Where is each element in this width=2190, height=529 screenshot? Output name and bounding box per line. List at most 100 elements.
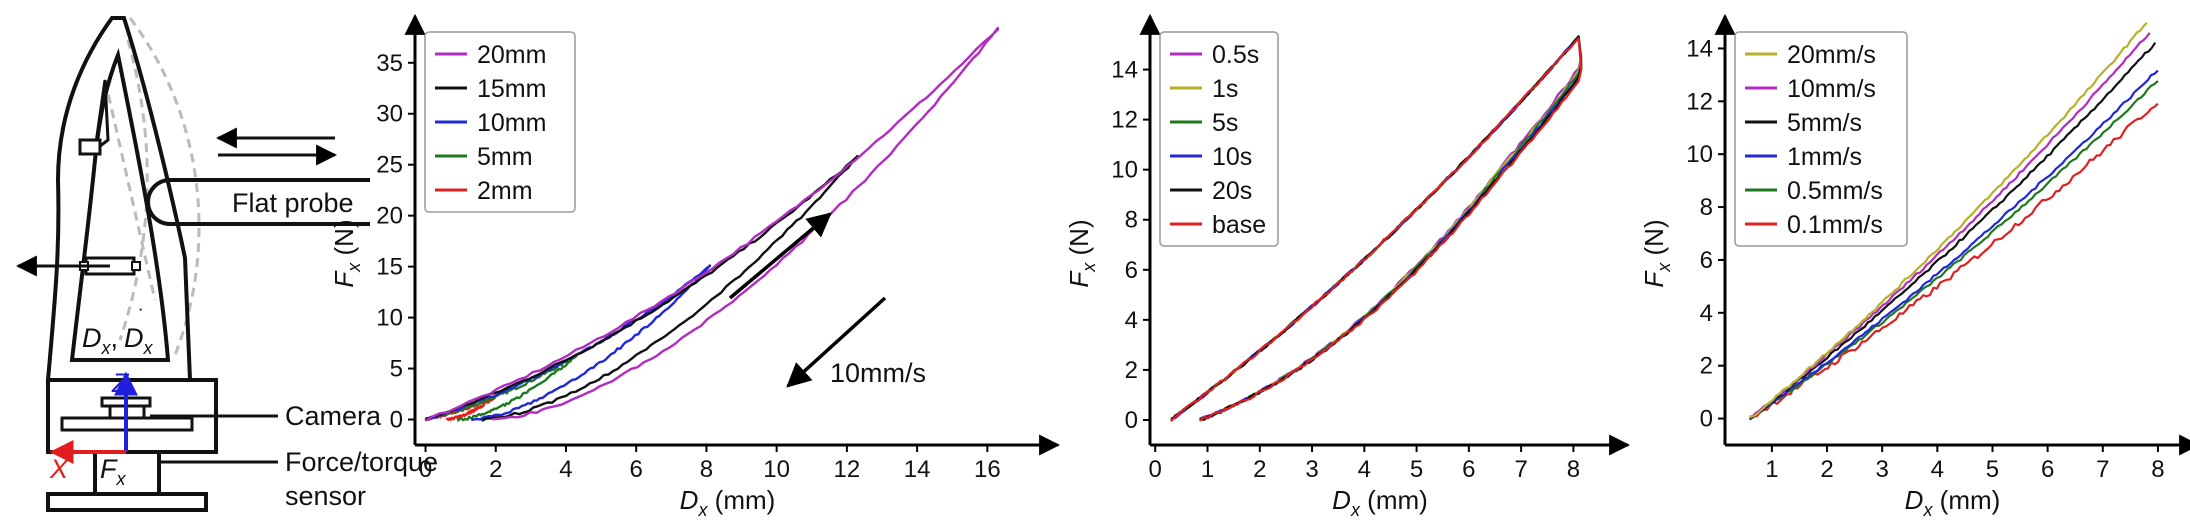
legend-label: 0.5s [1212,41,1259,69]
y-tick-label: 10 [376,305,403,332]
series-line-15mm [425,154,859,422]
x-tick-label: 5 [1410,456,1423,483]
x-tick-label: 12 [834,456,861,483]
flat-probe [146,178,370,226]
x-tick-label: 5 [1986,456,1999,483]
finger-inner-cavity [69,48,171,362]
y-tick-label: 14 [1686,35,1713,62]
x-axis-label: Dx (mm) [1332,485,1428,520]
finger-outer [45,16,193,382]
deformed-finger-inner [118,39,149,341]
x-axis-label: Dx (mm) [680,485,776,520]
legend-label: 20s [1212,177,1252,205]
x-tick-label: 1 [1765,456,1778,483]
marker-label: Dx, Dx [82,323,154,358]
x-tick-label: 2 [489,456,502,483]
sensor-label-1: Force/torque [285,447,438,477]
x-tick-label: 4 [1931,456,1944,483]
y-tick-label: 25 [376,152,403,179]
chart-panel-1: 0 2 4 6 8 10 12 14 16 0 5 10 15 20 25 30 35 Dx (mm) Fx (N)… [329,13,1061,520]
x-tick-label: 3 [1876,456,1889,483]
legend-label: 15mm [477,75,546,103]
x-tick-label: 3 [1305,456,1318,483]
y-tick-label: 12 [1686,88,1713,115]
x-tick-label: 7 [1514,456,1527,483]
marker-cap-right [131,261,141,271]
legend-label: 2mm [477,177,533,205]
x-tick-label: 1 [1201,456,1214,483]
legend-label: 5s [1212,109,1238,137]
legend-label: 20mm/s [1787,41,1876,69]
y-tick-label: 6 [1700,247,1713,274]
legend-label: 10s [1212,143,1252,171]
gripper-schematic: Dx, Dx ˙ Flat probe Camera Force/torque s… [15,16,438,512]
loading-direction-arrow [728,212,832,300]
y-tick-label: 4 [1125,307,1138,334]
y-tick-label: 8 [1125,207,1138,234]
x-axis-label: X [49,454,69,484]
y-tick-label: 6 [1125,257,1138,284]
x-tick-label: 2 [1253,456,1266,483]
series-line-20mm [424,26,1000,422]
x-tick-label: 8 [1567,456,1580,483]
x-tick-label: 0 [1149,456,1162,483]
deformed-finger-outline [128,17,201,356]
x-tick-label: 6 [1462,456,1475,483]
marker-dot: ˙ [138,305,145,330]
z-axis-label: Z [111,368,130,398]
series-line-0.1mm/s [1749,102,2159,418]
legend-label: 5mm/s [1787,109,1862,137]
legend-box [1734,31,1908,247]
y-tick-label: 2 [1125,357,1138,384]
legend-label: 0.5mm/s [1787,177,1883,205]
y-tick-label: 15 [376,254,403,281]
sensor-base [46,492,208,512]
y-tick-label: 12 [1111,107,1138,134]
x-tick-label: 8 [2151,456,2164,483]
unloading-direction-arrow [786,296,887,388]
x-tick-label: 16 [974,456,1001,483]
y-tick-label: 0 [1125,407,1138,434]
deformed-finger-rib [103,79,157,301]
y-tick-label: 20 [376,203,403,230]
legend-box [1159,31,1279,247]
sensor-label-2: sensor [285,481,366,511]
force-label: Fx [100,454,127,489]
legend-label: base [1212,211,1266,239]
legend-label: 1mm/s [1787,143,1862,171]
x-tick-label: 14 [904,456,931,483]
legend-label: 10mm [477,109,546,137]
legend-box [424,31,576,213]
x-tick-label: 4 [559,456,572,483]
x-tick-label: 6 [630,456,643,483]
legend-label: 20mm [477,41,546,69]
legend-label: 1s [1212,75,1238,103]
series-line-base [1170,37,1583,422]
y-axis-label: Fx (N) [1639,219,1674,287]
y-axis-label: Fx (N) [1064,219,1099,287]
series-line-10mm/s [1749,32,2151,419]
x-tick-label: 2 [1820,456,1833,483]
y-tick-label: 10 [1686,141,1713,168]
x-axis-label: Dx (mm) [1905,485,2001,520]
series-line-1mm/s [1748,69,2159,421]
series-line-20mm/s [1749,22,2148,419]
x-tick-label: 4 [1358,456,1371,483]
y-tick-label: 8 [1700,194,1713,221]
legend-label: 0.1mm/s [1787,211,1883,239]
y-tick-label: 14 [1111,57,1138,84]
x-tick-label: 10 [763,456,790,483]
y-tick-label: 0 [1700,406,1713,433]
x-tick-label: 0 [419,456,432,483]
x-tick-label: 6 [2041,456,2054,483]
legend-label: 5mm [477,143,533,171]
y-tick-label: 5 [390,356,403,383]
legend-label: 10mm/s [1787,75,1876,103]
camera-label: Camera [285,401,382,431]
x-tick-label: 7 [2096,456,2109,483]
